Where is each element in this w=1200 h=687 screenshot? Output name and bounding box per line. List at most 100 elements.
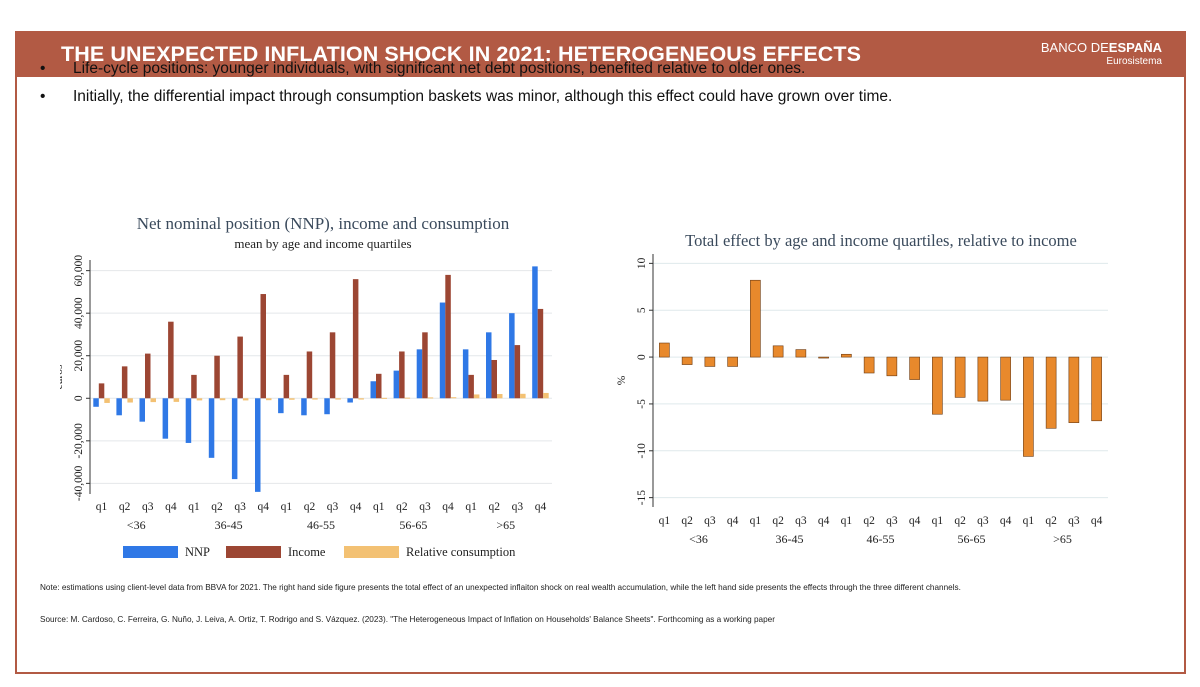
x-quartile-label: q2: [954, 515, 966, 527]
bullet-item: • Life-cycle positions: younger individu…: [40, 60, 1150, 78]
x-group-label: 56-65: [399, 518, 427, 532]
y-tick-label: -10: [636, 443, 648, 459]
bar-total-effect: [681, 356, 693, 365]
bar-nnp: [116, 398, 122, 416]
bar-nnp: [486, 332, 492, 399]
x-quartile-label: q3: [977, 515, 989, 527]
bar-relative-consumption: [196, 398, 203, 401]
bar-relative-consumption: [312, 398, 318, 400]
x-quartile-label: q4: [165, 501, 177, 513]
bar-nnp: [162, 398, 169, 439]
x-quartile-label: q4: [442, 501, 454, 513]
x-group-label: 46-55: [867, 532, 895, 546]
x-quartile-label: q3: [795, 515, 807, 527]
bullet-marker: •: [40, 88, 46, 105]
y-tick-label: 60,000: [73, 255, 85, 287]
bar-relative-consumption: [450, 397, 457, 399]
bullet-text: Life-cycle positions: younger individual…: [73, 60, 806, 77]
bar-income: [468, 374, 474, 399]
bar-nnp: [93, 398, 99, 407]
bar-total-effect: [659, 342, 670, 358]
x-group-label: <36: [127, 518, 146, 532]
x-quartile-label: q3: [142, 501, 154, 513]
bar-income: [514, 345, 521, 399]
logo-text-2: ESPAÑA: [1108, 40, 1162, 55]
legend-label: NNP: [185, 545, 210, 559]
x-group-label: <36: [689, 532, 708, 546]
bar-relative-consumption: [127, 398, 133, 403]
page-title: THE UNEXPECTED INFLATION SHOCK IN 2021: …: [61, 42, 862, 66]
x-quartile-label: q1: [750, 515, 762, 527]
bar-nnp: [509, 313, 515, 399]
bar-total-effect: [1000, 356, 1011, 401]
x-quartile-label: q3: [234, 501, 246, 513]
bar-total-effect: [954, 356, 966, 398]
bar-relative-consumption: [497, 394, 503, 399]
bar-total-effect: [977, 356, 989, 402]
bar-total-effect: [818, 356, 829, 359]
y-tick-label: -40,000: [73, 465, 85, 501]
legend-swatch: [123, 546, 178, 558]
x-quartile-label: q3: [512, 501, 524, 513]
bar-total-effect: [1091, 356, 1102, 422]
bar-total-effect: [886, 356, 898, 377]
bar-total-effect: [932, 356, 943, 415]
bar-income: [329, 332, 336, 399]
x-quartile-label: q3: [1068, 515, 1080, 527]
bar-total-effect: [863, 356, 875, 374]
bullet-item: • Initially, the differential impact thr…: [40, 88, 1150, 106]
bar-total-effect: [909, 356, 920, 380]
slide: THE UNEXPECTED INFLATION SHOCK IN 2021: …: [15, 31, 1186, 674]
y-tick-label: 40,000: [73, 297, 85, 329]
bar-nnp: [347, 398, 353, 403]
y-tick-label: 20,000: [73, 340, 85, 372]
x-group-label: >65: [1053, 532, 1072, 546]
banco-de-espana-logo: BANCO DEESPAÑA Eurosistema: [1041, 40, 1162, 67]
x-group-label: 56-65: [958, 532, 986, 546]
y-axis-label: euros: [60, 364, 65, 389]
bar-income: [491, 359, 497, 399]
bar-relative-consumption: [289, 398, 295, 400]
bar-relative-consumption: [543, 392, 549, 399]
legend-swatch: [344, 546, 399, 558]
bar-relative-consumption: [473, 394, 480, 399]
x-quartile-label: q3: [704, 515, 716, 527]
x-quartile-label: q1: [188, 501, 200, 513]
x-quartile-label: q4: [909, 515, 921, 527]
x-quartile-label: q2: [211, 501, 223, 513]
x-quartile-label: q1: [373, 501, 385, 513]
bar-relative-consumption: [150, 398, 156, 403]
bar-income: [191, 374, 197, 399]
bar-nnp: [139, 398, 145, 422]
logo-subtitle: Eurosistema: [1106, 56, 1162, 67]
x-quartile-label: q4: [727, 515, 739, 527]
bullet-text: Initially, the differential impact throu…: [73, 88, 893, 105]
legend-label: Relative consumption: [406, 545, 516, 559]
y-tick-label: -20,000: [73, 423, 85, 459]
bar-income: [121, 366, 128, 399]
bar-relative-consumption: [404, 397, 411, 399]
x-quartile-label: q2: [772, 515, 784, 527]
bar-income: [422, 332, 428, 399]
bar-income: [214, 355, 220, 399]
chart-subtitle: mean by age and income quartiles: [234, 236, 411, 251]
bar-relative-consumption: [520, 393, 526, 399]
x-quartile-label: q1: [659, 515, 671, 527]
x-quartile-label: q1: [465, 501, 477, 513]
y-tick-label: 0: [73, 395, 85, 401]
bar-relative-consumption: [242, 398, 249, 401]
bar-income: [98, 383, 105, 399]
bar-relative-consumption: [104, 398, 110, 403]
bar-nnp: [231, 398, 238, 480]
y-tick-label: 10: [636, 257, 648, 269]
x-quartile-label: q1: [932, 515, 944, 527]
x-quartile-label: q3: [886, 515, 898, 527]
bar-income: [237, 336, 243, 399]
bar-total-effect: [1045, 356, 1057, 429]
legend-swatch: [226, 546, 281, 558]
bar-nnp: [255, 398, 261, 492]
y-tick-label: -15: [636, 490, 648, 506]
bullet-marker: •: [40, 60, 46, 77]
bar-relative-consumption: [173, 398, 180, 402]
x-quartile-label: q2: [863, 515, 875, 527]
